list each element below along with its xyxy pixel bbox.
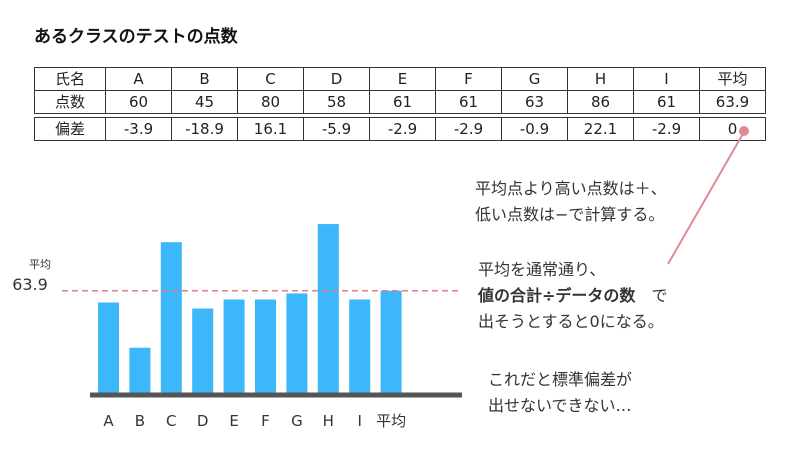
name-row-header: 氏名 <box>34 67 106 91</box>
x-tick-label: G <box>291 412 303 430</box>
note-line: 出そうとすると0になる。 <box>478 312 664 331</box>
deviation-row: 偏差 -3.9 -18.9 16.1 -5.9 -2.9 -2.9 -0.9 2… <box>34 117 766 141</box>
deviation-cell: -2.9 <box>369 117 436 141</box>
callout-dot <box>739 126 749 136</box>
deviation-cell: -5.9 <box>303 117 370 141</box>
bar-D <box>192 308 214 393</box>
deviation-cell: -18.9 <box>171 117 238 141</box>
score-cell: 61 <box>633 90 700 114</box>
bar-E <box>223 299 245 393</box>
deviation-cell: -3.9 <box>105 117 172 141</box>
score-table: 氏名 A B C D E F G H I 平均 点数 60 45 80 58 6… <box>34 67 766 141</box>
bar-G <box>286 293 308 393</box>
note-line: 平均を通常通り、 <box>478 260 606 279</box>
bar-平均 <box>380 290 402 393</box>
note-line: これだと標準偏差が <box>488 370 633 389</box>
score-row-header: 点数 <box>34 90 106 114</box>
bar-group <box>98 224 402 393</box>
x-tick-label: F <box>261 412 270 430</box>
bar-C <box>160 242 182 393</box>
deviation-row-header: 偏差 <box>34 117 106 141</box>
name-cell: D <box>303 67 370 91</box>
score-row: 点数 60 45 80 58 61 61 63 86 61 63.9 <box>34 90 766 114</box>
score-cell: 61 <box>435 90 502 114</box>
deviation-cell: -2.9 <box>633 117 700 141</box>
bar-F <box>255 299 276 393</box>
name-cell: E <box>369 67 436 91</box>
score-cell: 60 <box>105 90 172 114</box>
note-line: 出せないできない… <box>488 396 632 415</box>
page-title: あるクラスのテストの点数 <box>34 27 238 47</box>
bar-H <box>317 224 339 393</box>
score-cell: 58 <box>303 90 370 114</box>
name-cell: F <box>435 67 502 91</box>
deviation-cell: -0.9 <box>501 117 568 141</box>
x-tick-label: B <box>135 412 145 430</box>
x-tick-label: A <box>103 412 114 430</box>
note-line: 値の合計÷データの数 で <box>478 283 667 309</box>
score-cell: 61 <box>369 90 436 114</box>
x-tick-label: D <box>197 412 209 430</box>
deviation-cell: 16.1 <box>237 117 304 141</box>
mean-line-label: 平均 <box>29 258 51 271</box>
score-cell: 63 <box>501 90 568 114</box>
note-line: 低い点数は−で計算する。 <box>475 205 665 224</box>
bar-B <box>129 347 151 393</box>
x-tick-label: E <box>229 412 238 430</box>
x-tick-label: H <box>323 412 334 430</box>
note-text: で <box>651 286 668 305</box>
deviation-cell: 0 <box>699 117 766 141</box>
score-cell: 63.9 <box>699 90 766 114</box>
bar-A <box>98 302 119 393</box>
note-std-dev: これだと標準偏差が 出せないできない… <box>488 367 632 419</box>
deviation-cell: -2.9 <box>435 117 502 141</box>
score-cell: 80 <box>237 90 304 114</box>
x-tick-label: 平均 <box>376 412 406 430</box>
x-tick-label: C <box>166 412 176 430</box>
note-plus-minus: 平均点より高い点数は＋、 低い点数は−で計算する。 <box>475 176 667 228</box>
score-cell: 86 <box>567 90 634 114</box>
mean-line-value: 63.9 <box>12 275 48 294</box>
name-row: 氏名 A B C D E F G H I 平均 <box>34 67 766 91</box>
x-tick-label: I <box>357 412 361 430</box>
note-bold-text: 値の合計÷データの数 <box>478 286 636 305</box>
note-line: 平均点より高い点数は＋、 <box>475 179 667 198</box>
x-axis-labels: A B C D E F G H I 平均 <box>103 412 406 430</box>
note-mean-zero: 平均を通常通り、 値の合計÷データの数 で 出そうとすると0になる。 <box>478 257 667 335</box>
bar-I <box>349 299 371 393</box>
deviation-cell: 22.1 <box>567 117 634 141</box>
callout-line <box>667 131 745 265</box>
